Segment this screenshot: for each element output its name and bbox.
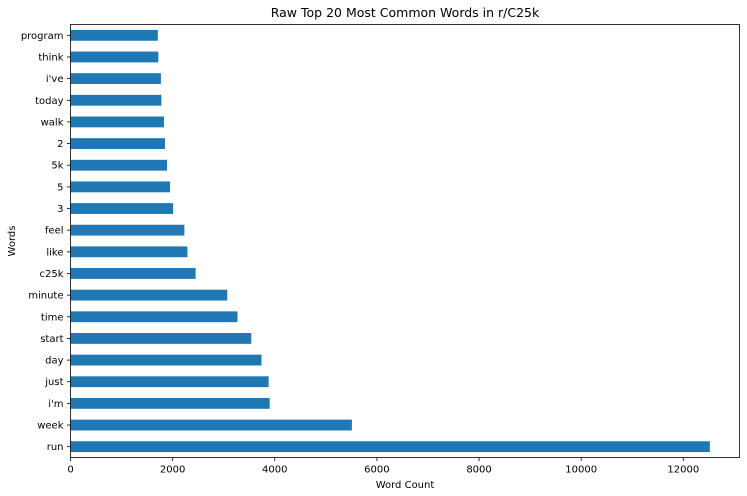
- bar-today: [70, 94, 162, 106]
- y-tick-label: start: [40, 334, 63, 345]
- y-tick-label: just: [44, 377, 63, 388]
- bar-minute: [70, 289, 228, 301]
- y-axis-ticks: run week i'm just day start time minute c25k like…: [21, 31, 71, 453]
- y-tick-label: 5: [57, 182, 63, 193]
- bars-group: [70, 29, 710, 453]
- x-tick-label: 0: [67, 465, 73, 476]
- bar-walk: [70, 116, 164, 128]
- bar-i-m: [70, 397, 270, 409]
- y-tick-label: run: [47, 442, 64, 453]
- chart-title: Raw Top 20 Most Common Words in r/C25k: [271, 5, 540, 20]
- y-tick-label: day: [45, 356, 63, 367]
- y-tick-label: 5k: [51, 161, 63, 172]
- bar-just: [70, 376, 269, 388]
- bar-like: [70, 246, 188, 258]
- x-tick-label: 8000: [466, 465, 491, 476]
- plot-frame: [70, 24, 740, 458]
- y-tick-label: i've: [46, 74, 64, 85]
- y-tick-label: 3: [57, 204, 63, 215]
- x-axis-label: Word Count: [376, 480, 435, 491]
- bar-think: [70, 51, 159, 63]
- bar-i-ve: [70, 73, 161, 85]
- y-tick-label: like: [46, 247, 63, 258]
- y-tick-label: minute: [28, 291, 63, 302]
- x-tick-label: 2000: [160, 465, 185, 476]
- y-tick-label: week: [37, 421, 63, 432]
- x-axis-ticks: 0 2000 4000 6000 8000 10000 12000: [67, 457, 699, 476]
- bar-week: [70, 419, 352, 431]
- y-tick-label: time: [41, 312, 64, 323]
- bar-day: [70, 354, 262, 366]
- y-tick-label: program: [21, 31, 64, 42]
- bar-5k: [70, 159, 168, 171]
- x-tick-label: 12000: [667, 465, 699, 476]
- y-tick-label: feel: [45, 226, 64, 237]
- bar-5: [70, 181, 171, 193]
- y-tick-label: today: [35, 96, 64, 107]
- y-tick-label: 2: [57, 139, 63, 150]
- bar-feel: [70, 224, 185, 236]
- y-tick-label: walk: [41, 117, 64, 128]
- y-tick-label: c25k: [39, 269, 63, 280]
- bar-3: [70, 203, 174, 214]
- x-tick-label: 10000: [565, 465, 597, 476]
- x-tick-label: 4000: [262, 465, 287, 476]
- bar-c25k: [70, 268, 196, 279]
- bar-2: [70, 138, 165, 149]
- bar-start: [70, 333, 252, 344]
- bar-program: [70, 29, 158, 41]
- x-tick-label: 6000: [364, 465, 389, 476]
- bar-run: [70, 441, 710, 453]
- y-tick-label: i'm: [48, 399, 63, 410]
- bar-time: [70, 311, 238, 323]
- y-tick-label: think: [38, 52, 63, 63]
- y-axis-label: Words: [7, 226, 18, 257]
